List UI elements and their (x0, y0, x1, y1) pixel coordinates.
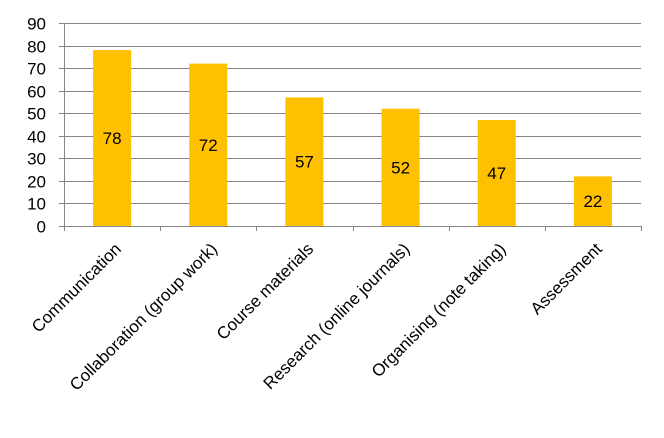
data-label: 72 (199, 136, 218, 155)
data-label: 52 (391, 158, 410, 177)
x-category-label: Course materials (213, 239, 317, 343)
bars (93, 50, 612, 226)
y-tick-label: 20 (27, 173, 46, 192)
gridlines (64, 23, 641, 204)
y-tick-label: 90 (27, 15, 46, 34)
y-tick-label: 40 (27, 128, 46, 147)
data-label: 22 (583, 192, 602, 211)
bar (93, 50, 132, 226)
data-label: 47 (487, 164, 506, 183)
y-tick-label: 60 (27, 83, 46, 102)
axes (59, 23, 642, 231)
x-category-label: Communication (28, 239, 125, 336)
y-tick-label: 0 (37, 218, 46, 237)
data-label: 57 (295, 153, 314, 172)
x-category-label: Assessment (527, 239, 606, 318)
bar (381, 108, 420, 226)
y-tick-label: 80 (27, 38, 46, 57)
y-tick-label: 30 (27, 150, 46, 169)
y-tick-label: 70 (27, 60, 46, 79)
bar (189, 63, 228, 226)
y-tick-label: 10 (27, 195, 46, 214)
y-tick-label: 50 (27, 105, 46, 124)
bar (285, 97, 324, 226)
bar (477, 119, 516, 226)
data-label: 78 (103, 129, 122, 148)
bar (573, 176, 612, 226)
